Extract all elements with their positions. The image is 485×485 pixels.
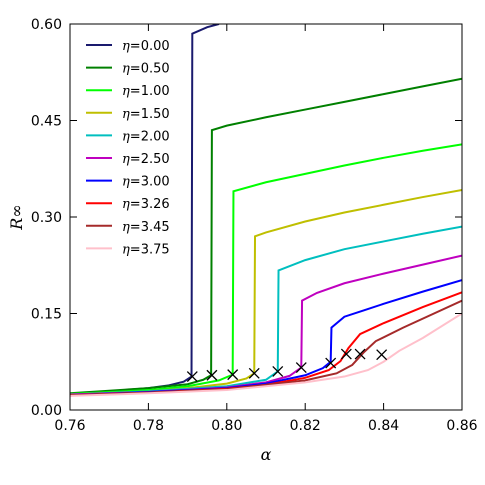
- x-tick-label-3: 0.82: [290, 418, 321, 434]
- legend-label-3: η=1.50: [122, 107, 170, 122]
- x-marker-4: [272, 365, 284, 377]
- legend-label-1: η=0.50: [122, 62, 170, 77]
- x-marker-6: [325, 357, 337, 369]
- legend-value-7: =3.26: [130, 197, 170, 212]
- y-tick-label-0: 0.00: [31, 403, 62, 419]
- legend-value-4: =2.00: [130, 129, 170, 144]
- legend-eta-4: η: [122, 129, 130, 144]
- series-line-1: [70, 77, 462, 395]
- x-marker-7: [340, 348, 352, 360]
- y-tick-label-4: 0.60: [31, 17, 62, 33]
- legend-eta-6: η: [122, 175, 130, 190]
- x-marker-9: [376, 349, 388, 361]
- marker-layer: [186, 348, 388, 383]
- legend-value-9: =3.75: [130, 242, 170, 257]
- legend-value-8: =3.45: [130, 220, 170, 235]
- x-tick-label-4: 0.84: [368, 418, 399, 434]
- x-marker-1: [206, 369, 218, 381]
- legend-eta-0: η: [122, 39, 130, 54]
- tick-layer: 0.76 0.78 0.80 0.82 0.84 0.86 0.00 0.15 0.30 0.45…: [31, 17, 478, 434]
- series-line-9: [70, 312, 462, 397]
- y-tick-label-3: 0.45: [31, 114, 62, 130]
- y-axis-label: R∞: [7, 204, 26, 230]
- x-marker-3: [248, 367, 260, 379]
- legend-value-2: =1.00: [130, 84, 170, 99]
- x-tick-label-0: 0.76: [54, 418, 85, 434]
- legend-eta-2: η: [122, 84, 130, 99]
- series-line-4: [70, 225, 462, 396]
- legend-label-5: η=2.50: [122, 152, 170, 167]
- legend-label-8: η=3.45: [122, 220, 170, 235]
- legend-label-6: η=3.00: [122, 175, 170, 190]
- legend-label-2: η=1.00: [122, 84, 170, 99]
- legend-eta-7: η: [122, 197, 130, 212]
- y-tick-label-2: 0.30: [31, 210, 62, 226]
- x-marker-0: [186, 371, 198, 383]
- legend-eta-8: η: [122, 220, 130, 235]
- y-tick-label-1: 0.15: [31, 307, 62, 323]
- x-marker-5: [295, 362, 307, 373]
- x-tick-label-5: 0.86: [446, 418, 477, 434]
- legend-eta-9: η: [122, 242, 130, 257]
- legend-label-4: η=2.00: [122, 129, 170, 144]
- x-marker-8: [354, 348, 366, 360]
- legend: η=0.00η=0.50η=1.00η=1.50η=2.00η=2.50η=3.…: [86, 39, 170, 257]
- x-tick-label-2: 0.80: [211, 418, 242, 434]
- legend-value-0: =0.00: [130, 39, 170, 54]
- series-line-6: [70, 279, 462, 397]
- legend-label-0: η=0.00: [122, 39, 170, 54]
- legend-eta-5: η: [122, 152, 130, 167]
- legend-eta-3: η: [122, 107, 130, 122]
- series-line-2: [70, 143, 462, 395]
- legend-value-6: =3.00: [130, 175, 170, 190]
- legend-eta-1: η: [122, 62, 130, 77]
- series-layer: [70, 24, 462, 397]
- legend-label-7: η=3.26: [122, 197, 170, 212]
- x-axis-label: α: [261, 445, 272, 464]
- x-tick-label-1: 0.78: [133, 418, 164, 434]
- legend-value-3: =1.50: [130, 107, 170, 122]
- plot-frame: [69, 23, 463, 411]
- x-marker-2: [227, 369, 239, 381]
- series-line-5: [70, 254, 462, 396]
- legend-label-9: η=3.75: [122, 242, 170, 257]
- legend-value-5: =2.50: [130, 152, 170, 167]
- legend-value-1: =0.50: [130, 62, 170, 77]
